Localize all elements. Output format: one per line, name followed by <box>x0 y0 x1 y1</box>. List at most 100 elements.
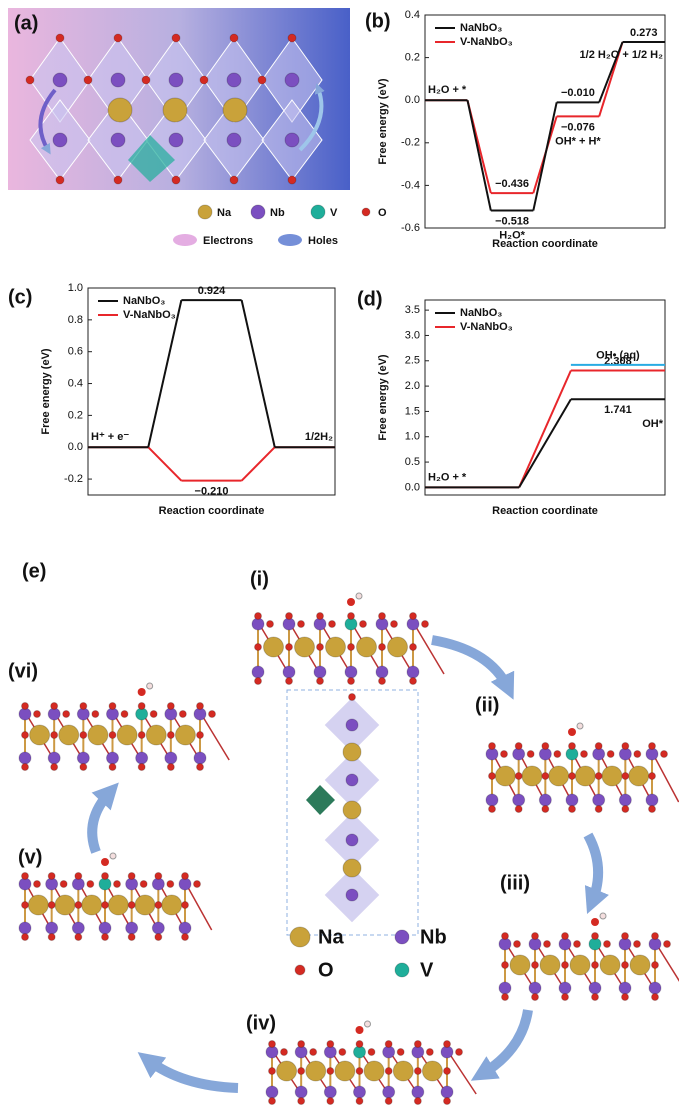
atom <box>652 962 659 969</box>
atom <box>569 743 576 750</box>
atom <box>197 764 204 771</box>
atom <box>600 955 620 975</box>
connector <box>533 102 556 210</box>
atom <box>622 994 629 1001</box>
atom <box>456 1049 463 1056</box>
atom <box>502 994 509 1001</box>
atom <box>266 1086 278 1098</box>
atom <box>194 752 206 764</box>
bond <box>652 752 679 802</box>
atom <box>155 934 162 941</box>
atom <box>28 895 48 915</box>
atom <box>634 941 641 948</box>
atom <box>140 881 147 888</box>
atom <box>410 613 417 620</box>
atom <box>286 613 293 620</box>
atom <box>395 930 409 944</box>
atom <box>92 711 99 718</box>
atom <box>622 743 629 750</box>
atom <box>593 794 605 806</box>
atom <box>395 963 409 977</box>
value-label: −0.518 <box>495 215 529 227</box>
atom <box>135 895 155 915</box>
atom <box>592 994 599 1001</box>
atom <box>422 621 429 628</box>
atom <box>197 703 204 710</box>
atom <box>114 34 122 42</box>
state-label: H₂O + * <box>428 84 467 96</box>
atom <box>348 613 355 620</box>
legend-label: V-NaNbO₃ <box>460 321 513 333</box>
atom <box>182 934 189 941</box>
atom <box>542 773 549 780</box>
atom <box>167 881 174 888</box>
atom <box>169 133 183 147</box>
atom <box>209 711 216 718</box>
atom <box>349 694 356 701</box>
adsorbate <box>365 1021 371 1027</box>
atom <box>410 644 417 651</box>
atom <box>138 764 145 771</box>
y-tick-label: 0.0 <box>405 94 420 106</box>
atom <box>444 1041 451 1048</box>
step-label: (iii) <box>500 872 530 894</box>
atom <box>595 773 602 780</box>
atom <box>150 711 157 718</box>
y-tick-label: 2.5 <box>405 355 420 367</box>
atom <box>155 902 162 909</box>
atom <box>649 806 656 813</box>
atom <box>255 644 262 651</box>
step-label: (ii) <box>475 694 499 716</box>
atom <box>136 752 148 764</box>
value-label: −0.210 <box>195 486 229 498</box>
atom <box>441 1086 453 1098</box>
atom <box>82 895 102 915</box>
atom <box>410 678 417 685</box>
atom <box>569 773 576 780</box>
atom <box>629 766 649 786</box>
atom <box>630 955 650 975</box>
atom <box>311 205 325 219</box>
atom <box>126 922 138 934</box>
atom <box>269 1068 276 1075</box>
atom <box>109 732 116 739</box>
atom <box>362 208 370 216</box>
state-label: H₂O* <box>499 229 525 241</box>
y-axis-title: Free energy (eV) <box>377 354 389 441</box>
atom <box>75 873 82 880</box>
atom <box>179 711 186 718</box>
value-label: 0.273 <box>630 27 658 39</box>
atom <box>649 743 656 750</box>
atom <box>179 922 191 934</box>
adsorbate <box>356 593 362 599</box>
atom <box>60 881 67 888</box>
atom <box>549 766 569 786</box>
atom <box>295 1086 307 1098</box>
cycle-arrow <box>148 1060 238 1088</box>
atom <box>48 934 55 941</box>
atom <box>510 955 530 975</box>
atom <box>407 666 419 678</box>
step-label: (v) <box>18 846 42 868</box>
state-label: H⁺ + e⁻ <box>91 431 129 443</box>
atom <box>595 743 602 750</box>
atom <box>388 637 408 657</box>
atom <box>267 621 274 628</box>
carrier-icon <box>173 234 197 246</box>
y-tick-label: 3.0 <box>405 329 420 341</box>
atom <box>569 806 576 813</box>
atom <box>346 774 358 786</box>
atom <box>182 902 189 909</box>
atom <box>607 751 614 758</box>
atom <box>295 965 305 975</box>
atom <box>290 927 310 947</box>
atom <box>80 764 87 771</box>
atom <box>368 1049 375 1056</box>
legend-label: V-NaNbO₃ <box>460 36 513 48</box>
cycle-arrow <box>482 1010 528 1074</box>
atom <box>532 933 539 940</box>
connector <box>519 371 571 488</box>
atom <box>288 34 296 42</box>
atom <box>562 962 569 969</box>
atom <box>592 962 599 969</box>
